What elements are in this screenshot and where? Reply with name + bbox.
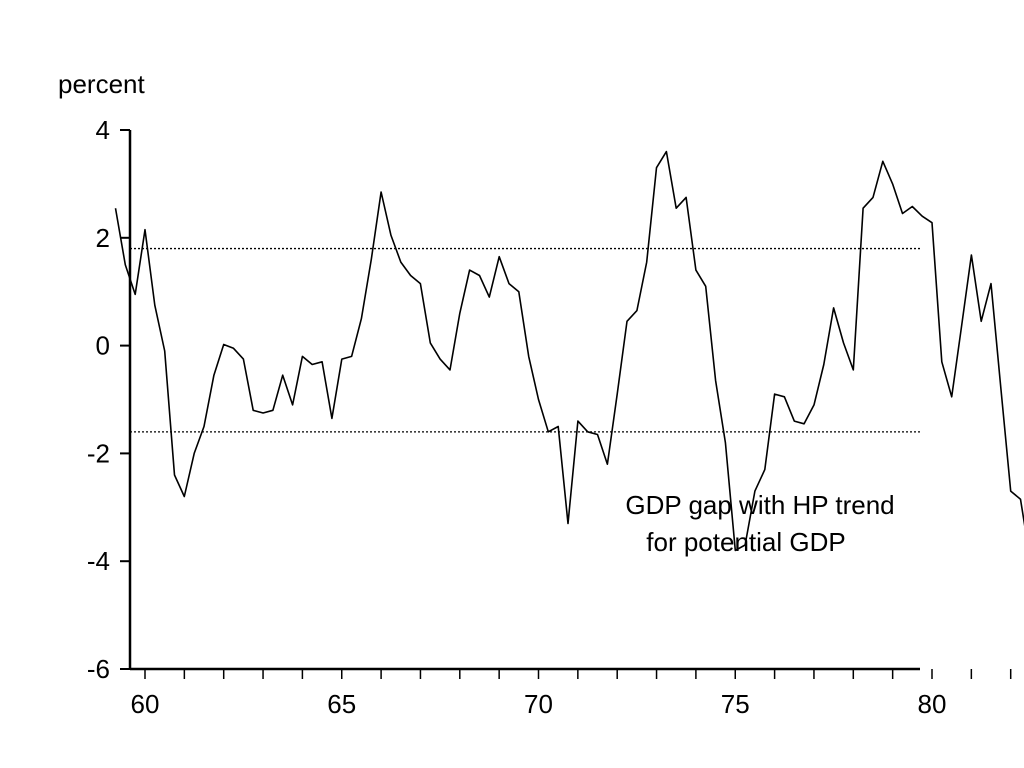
x-tick-label: 65 bbox=[327, 689, 356, 719]
annotation-line-1: GDP gap with HP trend bbox=[625, 490, 894, 520]
y-tick-label: -6 bbox=[87, 654, 110, 684]
annotation-line-2: for potential GDP bbox=[646, 527, 845, 557]
x-tick-label: 80 bbox=[918, 689, 947, 719]
y-axis-label: percent bbox=[58, 69, 145, 99]
y-tick-label: 2 bbox=[96, 223, 110, 253]
y-tick-label: 4 bbox=[96, 115, 110, 145]
y-tick-label: -4 bbox=[87, 546, 110, 576]
y-tick-label: -2 bbox=[87, 438, 110, 468]
x-tick-label: 60 bbox=[131, 689, 160, 719]
x-tick-label: 75 bbox=[721, 689, 750, 719]
y-tick-label: 0 bbox=[96, 331, 110, 361]
x-tick-label: 70 bbox=[524, 689, 553, 719]
gdp-gap-series-line bbox=[114, 150, 1024, 552]
